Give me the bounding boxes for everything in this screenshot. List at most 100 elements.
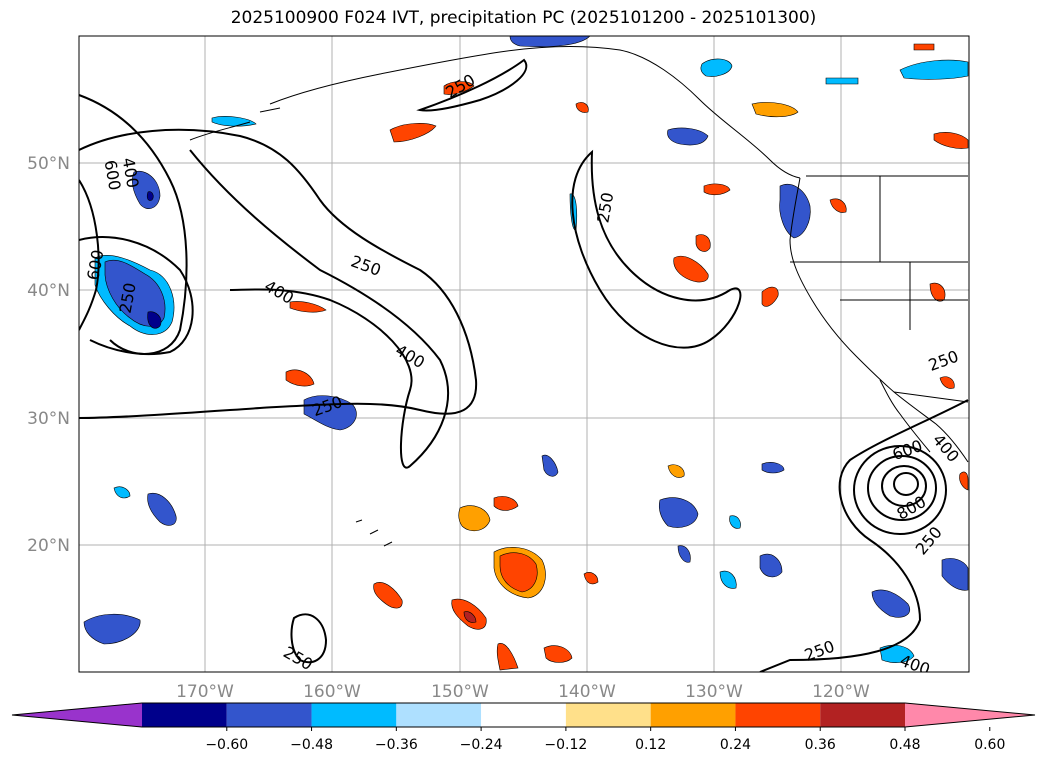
precip-blob	[496, 643, 519, 671]
colorbar-tick-label: 0.36	[805, 737, 836, 753]
precip-blob	[677, 545, 691, 563]
colorbar-segment	[396, 703, 482, 727]
precip-blob	[729, 515, 741, 529]
lat-label: 50°N	[27, 154, 70, 174]
precip-blob	[695, 234, 711, 252]
precip-blob	[933, 132, 969, 149]
colorbar-tick-label: 0.24	[720, 737, 751, 753]
precip-blob	[373, 582, 403, 609]
precip-blob	[575, 102, 589, 113]
precip-blob	[147, 492, 177, 526]
precip-blob	[825, 77, 859, 85]
lon-label: 130°W	[685, 682, 743, 702]
precip-blob	[871, 589, 910, 618]
ivt-contour-250-west	[79, 236, 194, 356]
precip-blob	[146, 191, 154, 201]
precip-blob	[719, 570, 737, 589]
coastlines	[189, 45, 969, 547]
lon-label: 160°W	[303, 682, 361, 702]
state-border	[790, 176, 968, 330]
colorbar-segment	[650, 703, 736, 727]
precip-blob	[509, 36, 591, 47]
latitude-labels: 50°N 40°N 30°N 20°N	[27, 154, 70, 556]
colorbar-outline	[11, 702, 1036, 728]
colorbar-segment	[311, 703, 397, 727]
precip-blob	[829, 198, 847, 213]
precip-blob	[759, 553, 783, 578]
colorbar-tick-label: 0.12	[635, 737, 666, 753]
lon-label: 140°W	[558, 682, 616, 702]
precip-positive-areas	[285, 43, 969, 671]
colorbar-extend-high	[905, 703, 1035, 727]
map-frame	[78, 35, 970, 673]
precip-blob	[389, 123, 437, 143]
lat-label: 20°N	[27, 536, 70, 556]
precip-blob	[667, 464, 685, 478]
colorbar-segment	[820, 703, 905, 727]
ivt-contour-800-east	[881, 465, 927, 507]
colorbar-tick-label: −0.24	[460, 737, 503, 753]
precip-blob	[583, 572, 599, 585]
map-panel[interactable]: 250 600 400 600 250 250 400 400 250 250 …	[78, 35, 970, 679]
alaska-coast	[269, 45, 801, 179]
colorbar-segment	[735, 703, 821, 727]
precip-blob	[703, 183, 731, 196]
precip-blob	[761, 462, 785, 474]
graticule	[79, 36, 969, 672]
precip-blob	[499, 552, 538, 593]
precip-blob	[658, 497, 699, 528]
colorbar-tick-label: −0.60	[205, 737, 248, 753]
ivt-contour-250-sw	[290, 613, 328, 664]
precip-blob	[899, 59, 969, 80]
colorbar-tick-label: −0.36	[375, 737, 418, 753]
precip-blob	[458, 505, 491, 532]
precip-blob	[667, 127, 709, 146]
precip-blob	[543, 645, 573, 663]
precip-blob	[132, 170, 161, 209]
colorbar-tick-label: 0.60	[974, 737, 1005, 753]
ivt-contours	[79, 58, 969, 672]
ivt-contour-250	[79, 128, 478, 419]
colorbar-segment	[565, 703, 651, 727]
colorbar-tick-label: −0.12	[544, 737, 587, 753]
precip-blob	[104, 259, 166, 327]
ivt-contour-400-east	[853, 445, 947, 535]
ivt-contour-600	[79, 179, 100, 331]
lat-label: 40°N	[27, 281, 70, 301]
colorbar-segment	[226, 703, 312, 727]
lon-label: 120°W	[812, 682, 870, 702]
precip-blob	[285, 369, 315, 387]
precip-blob	[289, 301, 327, 313]
lon-label: 170°W	[176, 682, 234, 702]
precip-blob	[761, 286, 779, 307]
longitude-labels: 170°W 160°W 150°W 140°W 130°W 120°W	[176, 682, 870, 702]
hawaii-islands	[355, 519, 393, 547]
colorbar: −0.60 −0.48 −0.36 −0.24 −0.12 0.12 0.24 0.36 0.4…	[11, 702, 1036, 753]
colorbar-extend-low	[12, 703, 142, 727]
figure-title: 2025100900 F024 IVT, precipitation PC (2…	[230, 8, 817, 28]
colorbar-tick-label: −0.48	[290, 737, 333, 753]
aleutian-islands	[189, 107, 281, 141]
precip-blob	[941, 558, 969, 591]
precip-blob	[113, 486, 131, 499]
precip-blob	[700, 58, 733, 77]
ivt-contour-250-tongue	[416, 58, 528, 112]
precip-blob	[463, 611, 477, 623]
precip-blob	[83, 613, 141, 645]
colorbar-segment	[481, 703, 566, 727]
precip-blob	[443, 81, 475, 95]
precip-blob	[493, 496, 519, 511]
precip-blob	[913, 43, 935, 51]
colorbar-tick-label: 0.48	[889, 737, 920, 753]
mexico-border	[893, 391, 969, 403]
precip-blob	[959, 471, 969, 491]
lon-label: 150°W	[431, 682, 489, 702]
precip-blob	[147, 311, 162, 329]
baja-california	[879, 379, 931, 453]
lat-label: 30°N	[27, 409, 70, 429]
precip-blob	[673, 255, 709, 283]
ivt-contour-600-east	[867, 455, 937, 521]
precip-blob	[939, 376, 955, 389]
colorbar-segment	[142, 703, 227, 727]
precip-negative-areas	[83, 36, 969, 663]
